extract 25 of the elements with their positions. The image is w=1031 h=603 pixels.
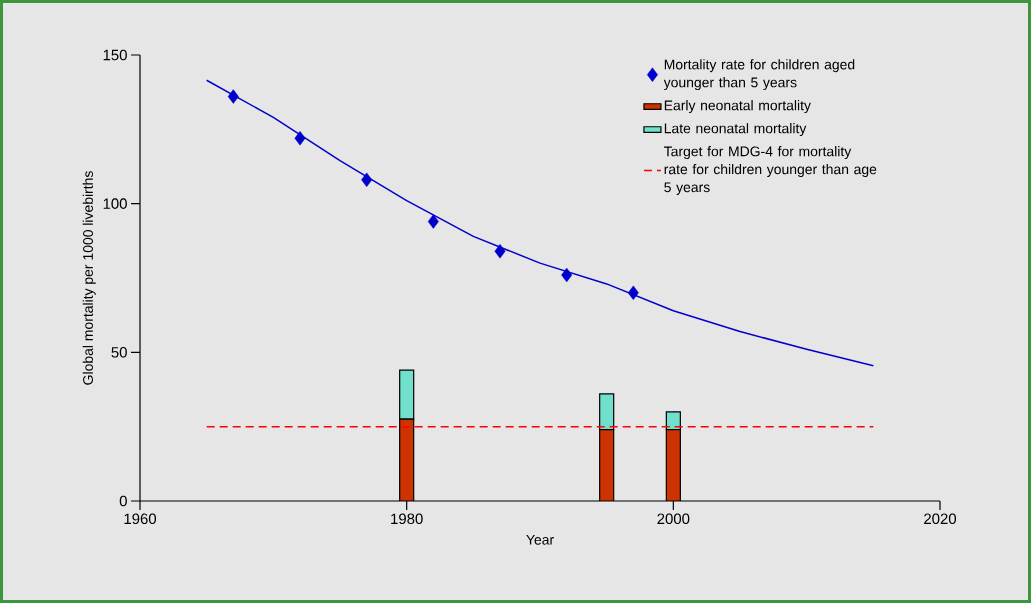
point: [294, 131, 306, 146]
bar: [599, 429, 614, 501]
point: [561, 267, 573, 283]
point: [494, 244, 506, 259]
y-tick-label: 50: [111, 347, 127, 358]
x-tick-label: 1960: [124, 513, 157, 525]
y-tick-label: 0: [119, 495, 127, 507]
legend-label: Target for MDG-4 for mortality rate for children younger than age 5 years: [664, 146, 877, 195]
x-tick-label: 2020: [924, 513, 957, 525]
line-series: [205, 79, 875, 367]
x-tick-label: 2000: [657, 513, 690, 525]
legend-label: Late neonatal mortality: [664, 123, 807, 137]
x-axis-title: Year: [526, 534, 554, 545]
y-tick-label: 150: [103, 49, 127, 61]
bar: [665, 429, 681, 501]
y-tick-label: 100: [103, 198, 127, 209]
bar: [399, 419, 414, 501]
point: [361, 172, 373, 188]
point: [227, 89, 239, 104]
legend-label: Early neonatal mortality: [664, 100, 811, 114]
y-axis-title: Global mortality per 1000 livebirths: [82, 171, 96, 385]
point: [627, 285, 639, 301]
x-tick-label: 1980: [391, 513, 423, 525]
legend-label: Mortality rate for children aged younger than 5 years: [663, 59, 855, 91]
point: [427, 214, 439, 229]
